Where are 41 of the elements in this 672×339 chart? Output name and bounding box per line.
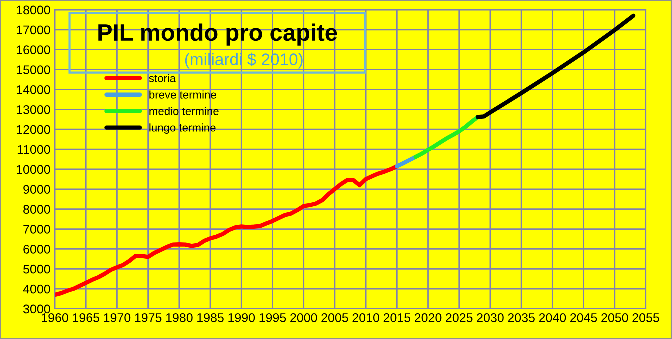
x-tick-label: 1970 [104,313,131,322]
x-tick-label: 1995 [260,313,286,322]
y-tick-label: 3000 [24,304,50,314]
y-tick-label: 16000 [17,46,50,55]
y-tick-label: 6000 [24,245,50,254]
x-tick-label: 2035 [508,313,535,322]
line-series [414,115,480,160]
x-tick-label: 2050 [602,313,628,322]
x-tick-label: 2000 [290,313,318,322]
line-series [55,164,400,298]
x-tick-label: 1980 [166,313,193,322]
x-tick-label: 1960 [42,313,68,322]
y-tick-label: 14000 [17,86,50,94]
y-tick-label: 9000 [24,185,50,194]
x-tick-label: 2025 [446,313,473,322]
x-tick-label: 1965 [73,313,100,322]
x-tick-label: 2015 [384,313,411,322]
y-tick-label: 17000 [17,26,50,35]
x-tick-label: 2005 [322,313,348,322]
y-tick-label: 4000 [23,284,50,294]
legend-label: storia [149,74,176,82]
x-tick-label: 2055 [632,313,660,322]
x-tick-label: 2030 [477,313,504,322]
y-tick-label: 18000 [17,6,50,15]
x-tick-label: 1990 [228,313,256,322]
x-tick-label: 2040 [539,313,566,322]
y-tick-label: 5000 [24,264,50,274]
line-series [395,155,418,169]
y-tick-label: 15000 [17,66,50,74]
y-tick-label: 7000 [24,225,50,234]
x-tick-label: 2045 [570,313,598,322]
x-tick-label: 2010 [352,313,380,322]
y-tick-label: 13000 [17,105,50,114]
x-tick-label: 1975 [135,313,162,322]
y-tick-label: 8000 [24,205,50,214]
y-tick-label: 12000 [17,125,50,134]
line-series [476,14,636,120]
y-tick-label: 11000 [18,145,50,154]
x-tick-label: 2020 [414,313,442,322]
y-tick-label: 10000 [17,165,50,174]
x-tick-label: 1985 [198,313,224,322]
